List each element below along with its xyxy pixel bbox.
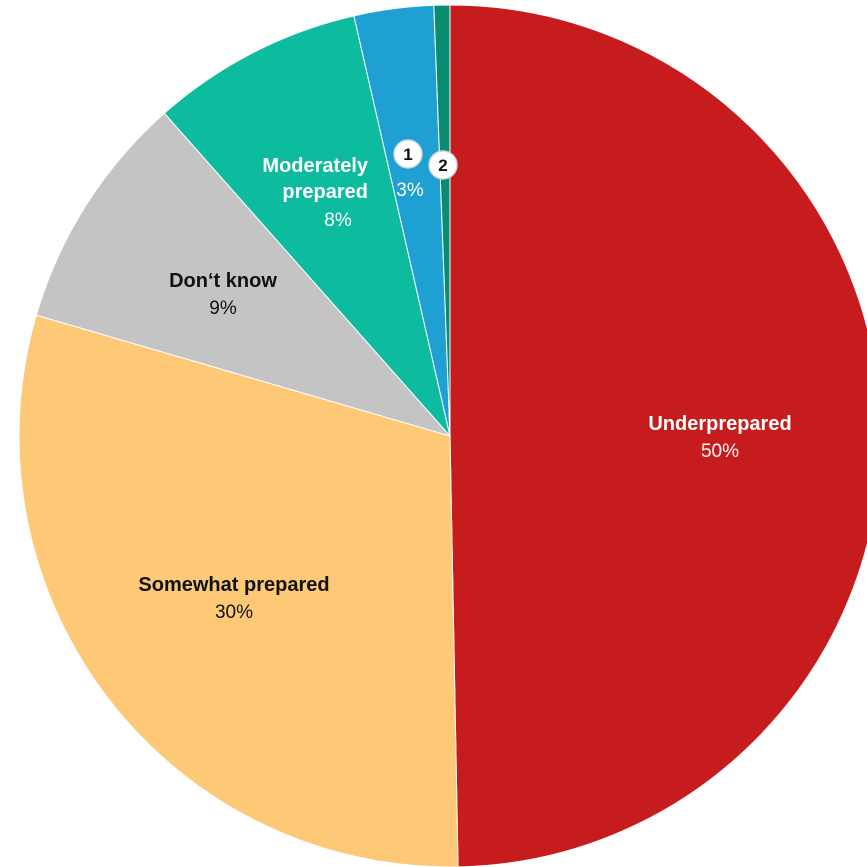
slice-marker-label-2: 2 <box>438 156 447 175</box>
pie-slice-don-t-know <box>35 112 452 437</box>
slice-value-label-underprepared: 50% <box>701 441 739 462</box>
pie-slice-somewhat-prepared <box>18 314 459 867</box>
slice-name-label-underprepared: Underprepared <box>648 413 791 435</box>
slice-marker-label-1: 1 <box>403 145 412 164</box>
slice-marker-1 <box>393 139 423 169</box>
slice-marker-2 <box>428 150 458 180</box>
slice-value-label-moderately-prepared: 8% <box>324 210 352 231</box>
pie-slice-2 <box>433 4 451 437</box>
slice-value-label-don-t-know: 9% <box>209 298 237 319</box>
slice-value-label-somewhat-prepared: 30% <box>215 602 253 623</box>
pie-slice-moderately-prepared <box>163 15 451 437</box>
slice-name-label-moderately-prepared: prepared <box>282 181 368 203</box>
slice-name-label-don-t-know: Don‘t know <box>169 270 277 292</box>
slice-name-label-moderately-prepared: Moderately <box>262 155 368 177</box>
pie-slice-underprepared <box>449 4 867 867</box>
slice-name-label-somewhat-prepared: Somewhat prepared <box>138 574 329 596</box>
slice-value-label-1: 3% <box>396 180 424 201</box>
